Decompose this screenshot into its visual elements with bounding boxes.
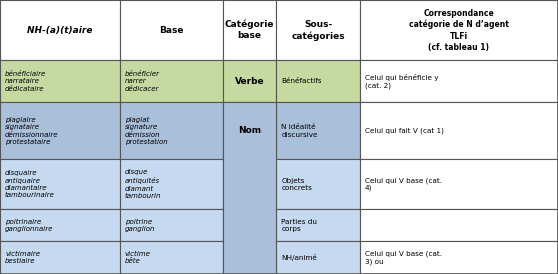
Bar: [276, 209, 360, 241]
Bar: [276, 60, 360, 102]
Bar: [120, 60, 223, 102]
Bar: [0, 0, 120, 60]
Bar: [223, 102, 276, 274]
Text: Celui qui fait V (cat 1): Celui qui fait V (cat 1): [365, 128, 444, 134]
Bar: [0, 241, 120, 274]
Text: Nom: Nom: [238, 126, 261, 135]
Text: Celui qui V base (cat.
4): Celui qui V base (cat. 4): [365, 177, 442, 192]
Bar: [0, 60, 120, 102]
Bar: [120, 0, 223, 60]
Text: NH-​(a)(t)aire: NH-​(a)(t)aire: [27, 26, 93, 35]
Text: Celui qui bénéficie y
(cat. 2): Celui qui bénéficie y (cat. 2): [365, 74, 439, 89]
Text: Parties du
corps: Parties du corps: [281, 219, 318, 232]
Bar: [223, 159, 276, 209]
Text: NH/animé: NH/animé: [281, 254, 317, 261]
Bar: [223, 60, 276, 102]
Bar: [120, 209, 223, 241]
Text: poitrine
ganglion: poitrine ganglion: [125, 218, 156, 232]
Bar: [120, 102, 223, 159]
Text: Verbe: Verbe: [235, 77, 264, 86]
Text: disque
antiquités
diamant
tambourin: disque antiquités diamant tambourin: [125, 170, 161, 199]
Bar: [276, 241, 360, 274]
Text: Correspondance
catégorie de N d’agent
TLFi
(cf. tableau 1): Correspondance catégorie de N d’agent TL…: [409, 9, 509, 52]
Bar: [223, 209, 276, 241]
Bar: [360, 209, 558, 241]
Bar: [120, 159, 223, 209]
Bar: [0, 209, 120, 241]
Text: bénéficiaire
narrataire
dédicataire: bénéficiaire narrataire dédicataire: [5, 71, 46, 92]
Bar: [0, 159, 120, 209]
Text: victime
bête: victime bête: [125, 251, 151, 264]
Bar: [360, 159, 558, 209]
Bar: [223, 241, 276, 274]
Text: victimaire
bestiaire: victimaire bestiaire: [5, 251, 40, 264]
Text: Sous-
catégories: Sous- catégories: [291, 20, 345, 41]
Text: N idéalité
discursive: N idéalité discursive: [281, 124, 318, 138]
Bar: [223, 102, 276, 159]
Bar: [276, 102, 360, 159]
Bar: [120, 241, 223, 274]
Bar: [360, 102, 558, 159]
Bar: [276, 0, 360, 60]
Text: bénéficier
narrer
dédicacer: bénéficier narrer dédicacer: [125, 71, 160, 92]
Bar: [223, 0, 276, 60]
Text: Objets
concrets: Objets concrets: [281, 178, 312, 191]
Bar: [276, 159, 360, 209]
Text: plagiat
signature
démission
protestation: plagiat signature démission protestation: [125, 116, 168, 145]
Text: poitrinaire
ganglionnaire: poitrinaire ganglionnaire: [5, 218, 54, 232]
Bar: [0, 102, 120, 159]
Text: Base: Base: [160, 26, 184, 35]
Bar: [360, 241, 558, 274]
Text: Bénéfactifs: Bénéfactifs: [281, 78, 322, 84]
Text: Catégorie
base: Catégorie base: [225, 20, 275, 41]
Text: Celui qui V base (cat.
3) ou: Celui qui V base (cat. 3) ou: [365, 250, 442, 265]
Text: plagiaire
signataire
démissionnaire
protestataire: plagiaire signataire démissionnaire prot…: [5, 116, 59, 145]
Bar: [360, 0, 558, 60]
Text: disquaire
antiquaire
diamantaire
tambourinaire: disquaire antiquaire diamantaire tambour…: [5, 170, 55, 198]
Bar: [360, 60, 558, 102]
